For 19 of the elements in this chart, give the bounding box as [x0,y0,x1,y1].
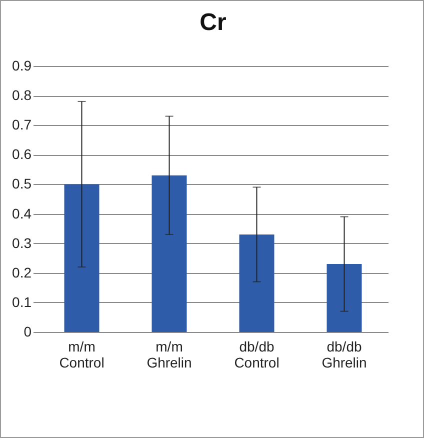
bar [152,175,187,332]
y-tick-label: 0.3 [12,234,32,251]
chart-title: Cr [200,9,226,36]
x-tick-label: m/m Ghrelin [146,338,192,370]
y-tick-label: 0.1 [12,294,32,310]
y-tick-label: 0 [24,324,32,340]
x-tick-label: db/db Control [234,338,280,370]
bar [239,234,274,332]
y-tick-label: 0.2 [12,264,32,280]
x-tick-label: m/m Control [59,338,104,370]
y-tick-label: 0.5 [12,176,32,192]
bar [64,184,100,332]
y-tick-label: 0.6 [12,146,32,162]
y-tick-label: 0.8 [12,87,32,104]
y-tick-label: 0.9 [12,58,32,74]
bar [326,264,362,332]
x-tick-label: db/db Ghrelin [322,338,367,370]
y-tick-label: 0.7 [12,116,32,133]
y-tick-label: 0.4 [12,205,32,222]
